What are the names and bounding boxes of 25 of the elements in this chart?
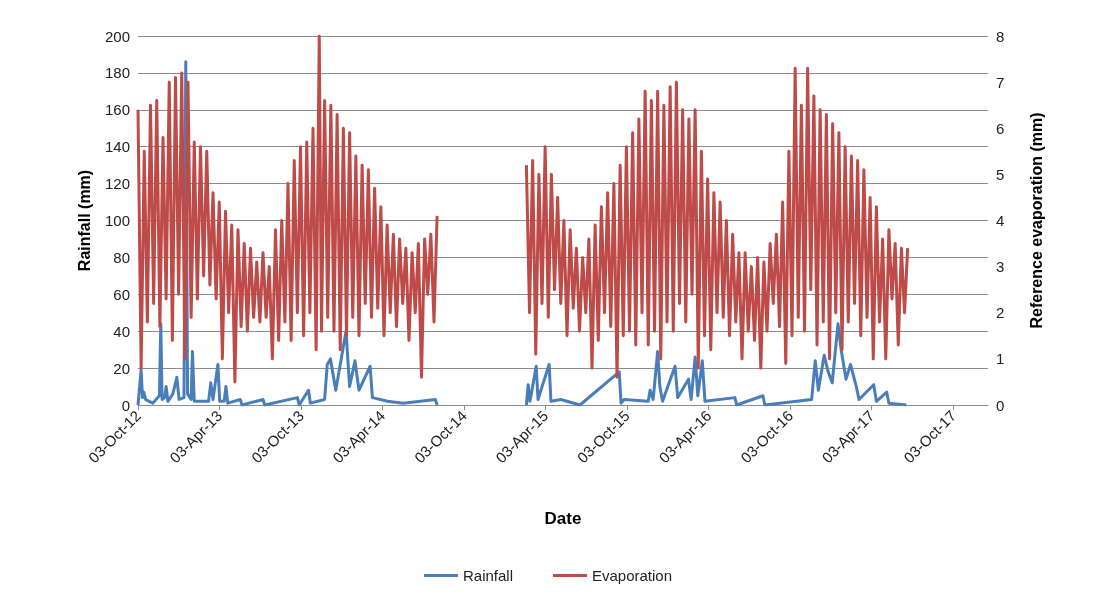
y-tick-label: 120	[104, 175, 130, 193]
y2-tick-label: 3	[996, 258, 1005, 276]
y-tick-label: 0	[121, 396, 130, 414]
y2-tick-label: 2	[996, 304, 1005, 322]
y-tick-label: 140	[104, 138, 130, 156]
legend-label: Rainfall	[462, 567, 513, 584]
y2-axis-title: Reference evaporation (mm)	[1027, 112, 1045, 329]
legend-label: Evaporation	[591, 567, 673, 584]
y2-tick-label: 1	[996, 350, 1005, 368]
y-tick-label: 60	[113, 285, 130, 303]
y-tick-label: 200	[104, 27, 130, 45]
y2-tick-label: 4	[996, 212, 1005, 229]
y-tick-label: 160	[104, 101, 130, 119]
y-tick-label: 180	[104, 64, 130, 82]
y-tick-label: 20	[113, 359, 130, 377]
y2-tick-label: 8	[996, 27, 1005, 45]
y-axis-title: Rainfall (mm)	[75, 169, 93, 272]
y-tick-label: 40	[113, 322, 130, 340]
y2-tick-label: 6	[996, 119, 1005, 137]
y-tick-label: 80	[113, 248, 130, 266]
y-tick-label: 100	[104, 212, 130, 229]
y2-tick-label: 5	[996, 165, 1005, 183]
y2-tick-label: 0	[996, 396, 1005, 414]
y2-tick-label: 7	[996, 73, 1005, 91]
x-axis-title: Date	[544, 509, 582, 528]
